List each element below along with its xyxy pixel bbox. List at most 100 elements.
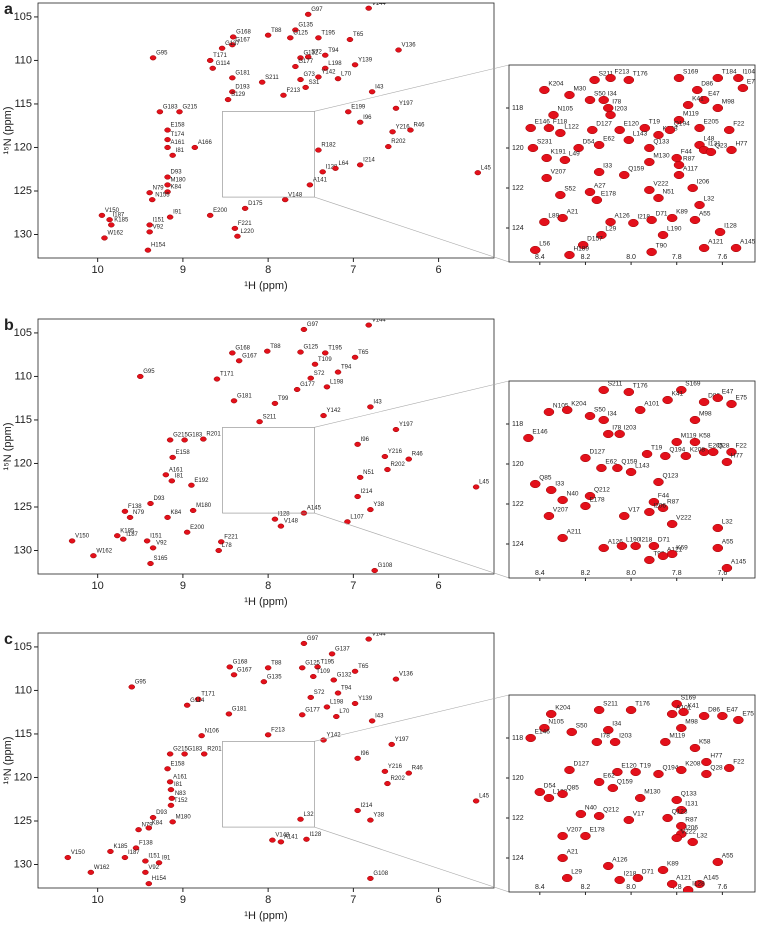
peak-label: L32 (722, 519, 733, 526)
peak-label: I151 (148, 854, 160, 860)
peak (707, 447, 719, 457)
peak-label: R87 (685, 817, 697, 824)
peak (557, 831, 568, 841)
peak-label: R46 (412, 452, 424, 458)
peak (539, 85, 550, 95)
peak (310, 673, 317, 680)
x-tick-label: 8.2 (581, 254, 591, 261)
peak-label: T171 (220, 372, 234, 378)
peak (641, 449, 653, 459)
peak (297, 77, 304, 83)
peak (634, 793, 646, 803)
y-tick-label: 105 (14, 327, 32, 339)
peak (657, 865, 669, 875)
peak (612, 767, 623, 777)
peak-label: D54 (583, 139, 595, 146)
peak-label: R201 (207, 747, 222, 753)
y-tick-label: 120 (14, 457, 32, 469)
peak-label: I131 (685, 801, 698, 808)
x-tick-label: 7.6 (718, 884, 728, 891)
peak (623, 815, 635, 825)
x-tick-label: 8.0 (626, 254, 636, 261)
peak-label: G168 (236, 30, 251, 36)
peak-label: I96 (361, 751, 370, 757)
peak-label: Q194 (662, 765, 678, 772)
peak (580, 453, 591, 463)
peak (612, 463, 623, 473)
peak (315, 35, 322, 41)
peak-label: S231 (537, 139, 553, 146)
peak (541, 153, 552, 163)
peak (367, 404, 374, 410)
peak-label: Q159 (617, 779, 633, 786)
y-tick-label: 122 (512, 815, 524, 822)
peak (164, 766, 171, 772)
x-tick-label: 10 (92, 580, 104, 592)
peak (164, 182, 171, 188)
peak-label: F221 (224, 534, 238, 540)
peak-label: I218 (640, 537, 653, 544)
peak-label: A121 (667, 547, 683, 554)
peak (277, 523, 285, 529)
zoom-line (314, 196, 510, 263)
peak (258, 79, 266, 85)
x-axis-label: ¹H (ppm) (244, 280, 287, 292)
peak-label: Y216 (388, 764, 403, 770)
peak-label: F118 (553, 119, 568, 126)
peak-label: Q159 (621, 459, 637, 466)
peak (121, 508, 129, 514)
peak-label: G177 (305, 707, 320, 713)
peak (673, 160, 685, 170)
peak (225, 711, 233, 717)
peak-label: A161 (173, 774, 188, 780)
peak (689, 415, 701, 425)
peak (644, 157, 655, 167)
peak-label: T171 (201, 692, 215, 698)
peak (673, 115, 685, 125)
peak (314, 664, 321, 670)
peak (689, 743, 701, 753)
peaks: S211T176S169K41D86E47E75N105K204S50I34A1… (523, 381, 747, 573)
peak-label: G125 (293, 30, 308, 36)
peak-label: Q194 (674, 121, 690, 128)
peak-label: S165 (154, 556, 169, 562)
peak (584, 95, 596, 105)
peak (717, 711, 728, 721)
peak (235, 358, 243, 364)
peak-label: D93 (156, 810, 168, 816)
peak-label: L198 (330, 379, 344, 385)
peak-label: N51 (662, 189, 674, 196)
peak-label: S129 (231, 92, 246, 98)
peak (168, 795, 176, 801)
peak (680, 451, 692, 461)
peak-label: I206 (685, 825, 698, 832)
peak-label: H189 (573, 246, 589, 253)
peak (87, 869, 95, 875)
zoom-line (314, 512, 510, 579)
peak-label: M119 (681, 433, 697, 440)
peak-label: H77 (710, 753, 722, 760)
zoom-region (222, 111, 315, 198)
peak (566, 727, 578, 737)
peak (392, 105, 400, 111)
peak (142, 869, 149, 875)
peak (676, 385, 687, 395)
peak (630, 767, 641, 777)
peak-label: N106 (205, 728, 220, 734)
peak-label: L190 (667, 226, 682, 233)
peak-label: A126 (608, 539, 624, 546)
peak-label: A161 (169, 467, 184, 473)
peak (292, 27, 299, 33)
peak-label: F44 (681, 149, 693, 156)
peak (721, 563, 733, 573)
peak (472, 798, 480, 804)
peak-label: K41 (688, 703, 700, 710)
peak-label: T109 (316, 669, 330, 675)
peak (292, 63, 299, 70)
peak (315, 74, 322, 80)
peak-label: V222 (676, 515, 692, 522)
peak-label: Q85 (567, 785, 580, 792)
peak-label: K69 (676, 545, 688, 552)
peak (598, 543, 609, 553)
peak-label: L198 (330, 700, 344, 706)
